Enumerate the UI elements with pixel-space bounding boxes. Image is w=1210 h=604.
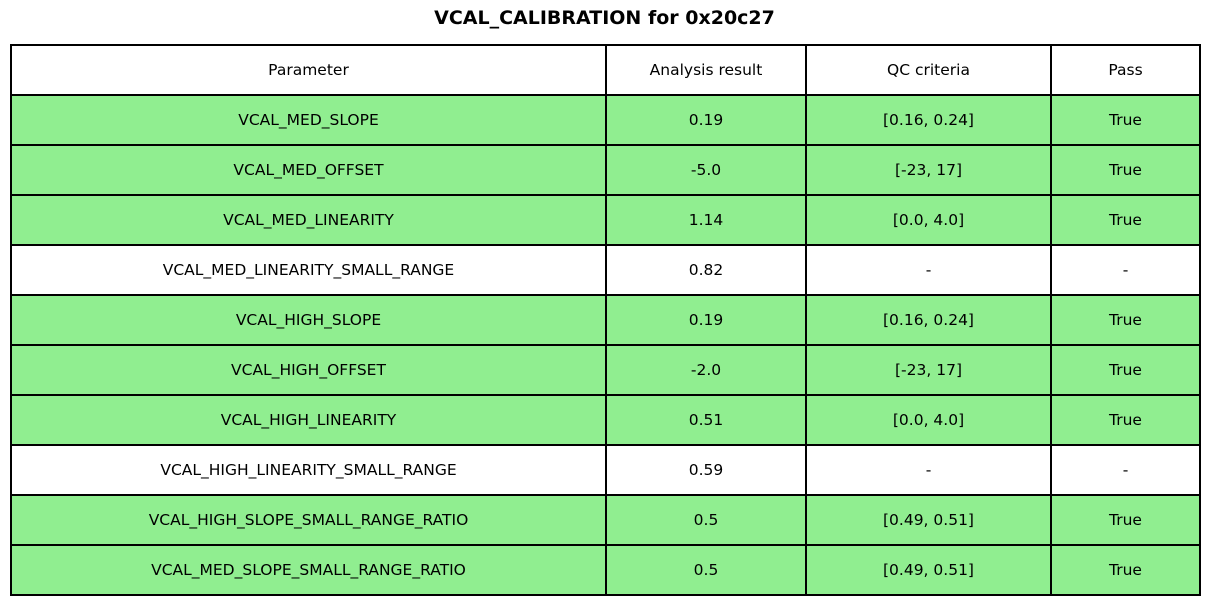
- table-row: VCAL_HIGH_LINEARITY_SMALL_RANGE 0.59 - -: [10, 444, 1201, 496]
- qc-cell: [0.0, 4.0]: [805, 194, 1052, 246]
- pass-cell: -: [1050, 244, 1201, 296]
- param-cell: VCAL_MED_OFFSET: [10, 144, 607, 196]
- qc-cell: -: [805, 244, 1052, 296]
- result-cell: -2.0: [605, 344, 807, 396]
- param-cell: VCAL_MED_SLOPE_SMALL_RANGE_RATIO: [10, 544, 607, 596]
- param-cell: VCAL_HIGH_LINEARITY_SMALL_RANGE: [10, 444, 607, 496]
- table-row: VCAL_MED_SLOPE_SMALL_RANGE_RATIO 0.5 [0.…: [10, 544, 1201, 596]
- result-cell: 0.5: [605, 494, 807, 546]
- pass-cell: True: [1050, 544, 1201, 596]
- result-cell: 0.19: [605, 94, 807, 146]
- qc-cell: -: [805, 444, 1052, 496]
- param-cell: VCAL_HIGH_SLOPE_SMALL_RANGE_RATIO: [10, 494, 607, 546]
- header-parameter: Parameter: [10, 44, 607, 96]
- result-cell: -5.0: [605, 144, 807, 196]
- qc-cell: [0.16, 0.24]: [805, 294, 1052, 346]
- table-header-row: Parameter Analysis result QC criteria Pa…: [10, 44, 1201, 96]
- table-row: VCAL_HIGH_LINEARITY 0.51 [0.0, 4.0] True: [10, 394, 1201, 446]
- param-cell: VCAL_HIGH_SLOPE: [10, 294, 607, 346]
- table-row: VCAL_MED_LINEARITY 1.14 [0.0, 4.0] True: [10, 194, 1201, 246]
- pass-cell: True: [1050, 144, 1201, 196]
- result-cell: 0.51: [605, 394, 807, 446]
- qc-cell: [0.49, 0.51]: [805, 494, 1052, 546]
- table-row: VCAL_HIGH_OFFSET -2.0 [-23, 17] True: [10, 344, 1201, 396]
- pass-cell: True: [1050, 344, 1201, 396]
- pass-cell: True: [1050, 294, 1201, 346]
- pass-cell: True: [1050, 194, 1201, 246]
- table-row: VCAL_MED_OFFSET -5.0 [-23, 17] True: [10, 144, 1201, 196]
- pass-cell: True: [1050, 494, 1201, 546]
- param-cell: VCAL_HIGH_OFFSET: [10, 344, 607, 396]
- qc-cell: [0.49, 0.51]: [805, 544, 1052, 596]
- qc-cell: [-23, 17]: [805, 344, 1052, 396]
- result-cell: 0.19: [605, 294, 807, 346]
- param-cell: VCAL_MED_SLOPE: [10, 94, 607, 146]
- result-cell: 1.14: [605, 194, 807, 246]
- qc-results-table: Parameter Analysis result QC criteria Pa…: [10, 44, 1201, 596]
- param-cell: VCAL_MED_LINEARITY_SMALL_RANGE: [10, 244, 607, 296]
- header-analysis-result: Analysis result: [605, 44, 807, 96]
- pass-cell: True: [1050, 94, 1201, 146]
- qc-cell: [0.16, 0.24]: [805, 94, 1052, 146]
- pass-cell: True: [1050, 394, 1201, 446]
- result-cell: 0.5: [605, 544, 807, 596]
- pass-cell: -: [1050, 444, 1201, 496]
- table-row: VCAL_MED_SLOPE 0.19 [0.16, 0.24] True: [10, 94, 1201, 146]
- table-row: VCAL_MED_LINEARITY_SMALL_RANGE 0.82 - -: [10, 244, 1201, 296]
- table-row: VCAL_HIGH_SLOPE 0.19 [0.16, 0.24] True: [10, 294, 1201, 346]
- result-cell: 0.59: [605, 444, 807, 496]
- chart-title: VCAL_CALIBRATION for 0x20c27: [434, 7, 775, 29]
- table-row: VCAL_HIGH_SLOPE_SMALL_RANGE_RATIO 0.5 [0…: [10, 494, 1201, 546]
- qc-cell: [-23, 17]: [805, 144, 1052, 196]
- header-pass: Pass: [1050, 44, 1201, 96]
- result-cell: 0.82: [605, 244, 807, 296]
- param-cell: VCAL_MED_LINEARITY: [10, 194, 607, 246]
- header-qc-criteria: QC criteria: [805, 44, 1052, 96]
- qc-cell: [0.0, 4.0]: [805, 394, 1052, 446]
- param-cell: VCAL_HIGH_LINEARITY: [10, 394, 607, 446]
